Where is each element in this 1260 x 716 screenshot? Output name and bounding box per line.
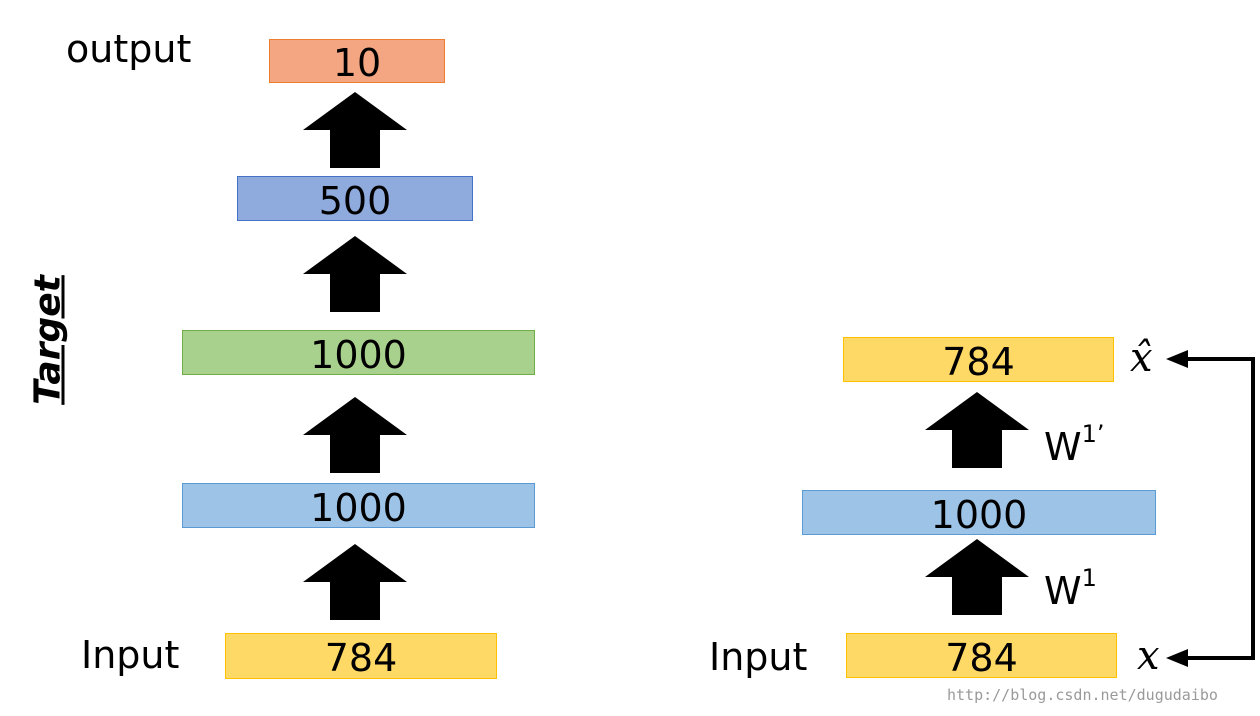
output-label: output: [66, 27, 192, 71]
left-hidden2-layer-value: 1000: [310, 332, 407, 377]
x-label: x: [1137, 633, 1160, 679]
watermark: http://blog.csdn.net/dugudaibo: [947, 686, 1218, 704]
right-hidden-layer-value: 1000: [930, 492, 1028, 537]
up-arrow-icon: [303, 544, 407, 620]
arrowhead-to-x-hat-icon: [1166, 350, 1188, 368]
right-input-label: Input: [709, 635, 808, 679]
decoder-weight-label: W1’: [1044, 420, 1105, 469]
right-reconstruction-layer: 784: [843, 337, 1114, 382]
up-arrow-icon: [925, 392, 1029, 468]
right-input-layer: 784: [846, 633, 1117, 678]
up-arrow-icon: [303, 397, 407, 473]
up-arrow-icon: [303, 92, 407, 168]
right-input-layer-value: 784: [945, 635, 1018, 680]
up-arrow-icon: [303, 236, 407, 312]
left-input-label: Input: [81, 633, 180, 677]
left-output-layer-value: 10: [332, 41, 382, 85]
left-input-layer-value: 784: [324, 636, 398, 680]
right-hidden-layer: 1000: [802, 490, 1156, 535]
left-hidden1-layer-value: 1000: [310, 485, 407, 530]
up-arrow-icon: [925, 539, 1029, 615]
left-hidden2-layer: 1000: [182, 330, 535, 375]
x-hat-label: x̂: [1130, 335, 1153, 381]
left-hidden3-layer: 500: [237, 176, 473, 221]
left-input-layer: 784: [225, 633, 497, 679]
left-output-layer: 10: [269, 39, 445, 83]
arrowhead-to-x-icon: [1166, 649, 1188, 667]
target-label: Target: [27, 275, 69, 405]
reconstruction-connector: [1166, 350, 1255, 667]
encoder-weight-label: W1: [1044, 564, 1097, 613]
right-reconstruction-layer-value: 784: [942, 339, 1015, 384]
left-hidden1-layer: 1000: [182, 483, 535, 528]
left-hidden3-layer-value: 500: [318, 178, 392, 223]
